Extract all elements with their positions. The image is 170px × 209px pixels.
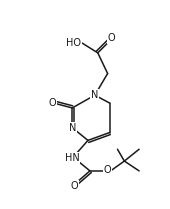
Text: O: O (70, 181, 78, 191)
Text: O: O (49, 98, 56, 108)
Text: HO: HO (66, 38, 81, 48)
Text: N: N (91, 90, 99, 100)
Text: O: O (108, 33, 115, 43)
Text: HN: HN (65, 153, 80, 163)
Text: N: N (69, 123, 76, 133)
Text: O: O (104, 165, 112, 175)
